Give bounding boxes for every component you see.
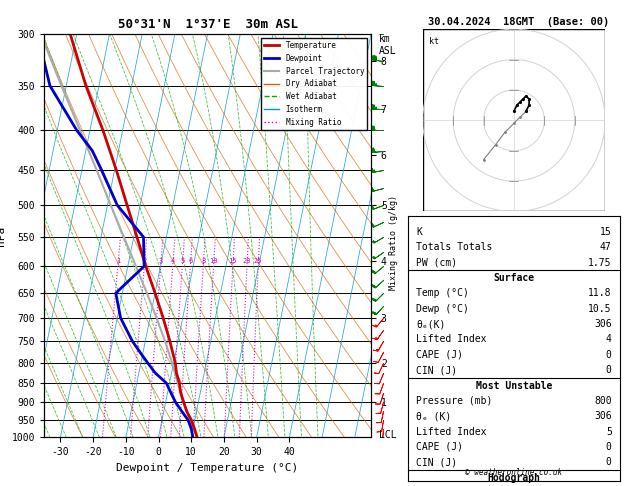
Text: 5: 5 [180,258,184,264]
Text: CIN (J): CIN (J) [416,365,457,375]
Text: CIN (J): CIN (J) [416,457,457,468]
Text: 5: 5 [606,427,611,436]
Text: 4: 4 [170,258,175,264]
Y-axis label: hPa: hPa [0,226,6,246]
Text: 30.04.2024  18GMT  (Base: 00): 30.04.2024 18GMT (Base: 00) [428,17,610,27]
Text: Totals Totals: Totals Totals [416,242,493,252]
Text: Mixing Ratio (g/kg): Mixing Ratio (g/kg) [389,195,398,291]
Text: 47: 47 [600,242,611,252]
Text: 25: 25 [254,258,262,264]
Title: 50°31'N  1°37'E  30m ASL: 50°31'N 1°37'E 30m ASL [118,18,298,32]
Text: 15: 15 [600,227,611,237]
Text: 306: 306 [594,411,611,421]
Text: K: K [416,227,422,237]
Text: 4: 4 [606,334,611,345]
Text: kt: kt [429,37,439,46]
Text: 0: 0 [606,442,611,452]
Text: 0: 0 [606,365,611,375]
Text: 0: 0 [606,350,611,360]
Text: Surface: Surface [493,273,535,283]
Text: 306: 306 [594,319,611,329]
Text: 15: 15 [228,258,237,264]
Legend: Temperature, Dewpoint, Parcel Trajectory, Dry Adiabat, Wet Adiabat, Isotherm, Mi: Temperature, Dewpoint, Parcel Trajectory… [261,38,367,130]
Text: © weatheronline.co.uk: © weatheronline.co.uk [465,468,562,477]
Text: 3: 3 [159,258,163,264]
Text: Pressure (mb): Pressure (mb) [416,396,493,406]
Text: 10: 10 [209,258,218,264]
Text: km: km [379,34,391,44]
Text: 1.75: 1.75 [588,258,611,268]
Text: ASL: ASL [379,46,396,56]
Text: Temp (°C): Temp (°C) [416,288,469,298]
Text: Most Unstable: Most Unstable [476,381,552,391]
Text: 8: 8 [201,258,206,264]
Text: θₑ(K): θₑ(K) [416,319,445,329]
Text: Dewp (°C): Dewp (°C) [416,304,469,313]
X-axis label: Dewpoint / Temperature (°C): Dewpoint / Temperature (°C) [116,463,299,473]
Text: Hodograph: Hodograph [487,473,540,483]
Text: LCL: LCL [379,430,396,440]
Text: 2: 2 [142,258,147,264]
Text: 10.5: 10.5 [588,304,611,313]
Text: 20: 20 [243,258,251,264]
Text: 800: 800 [594,396,611,406]
Text: CAPE (J): CAPE (J) [416,350,463,360]
Text: PW (cm): PW (cm) [416,258,457,268]
Text: 11.8: 11.8 [588,288,611,298]
Text: 1: 1 [116,258,120,264]
Text: Lifted Index: Lifted Index [416,334,487,345]
Text: 0: 0 [606,457,611,468]
Text: CAPE (J): CAPE (J) [416,442,463,452]
Text: Lifted Index: Lifted Index [416,427,487,436]
Text: θₑ (K): θₑ (K) [416,411,452,421]
Text: 6: 6 [188,258,192,264]
